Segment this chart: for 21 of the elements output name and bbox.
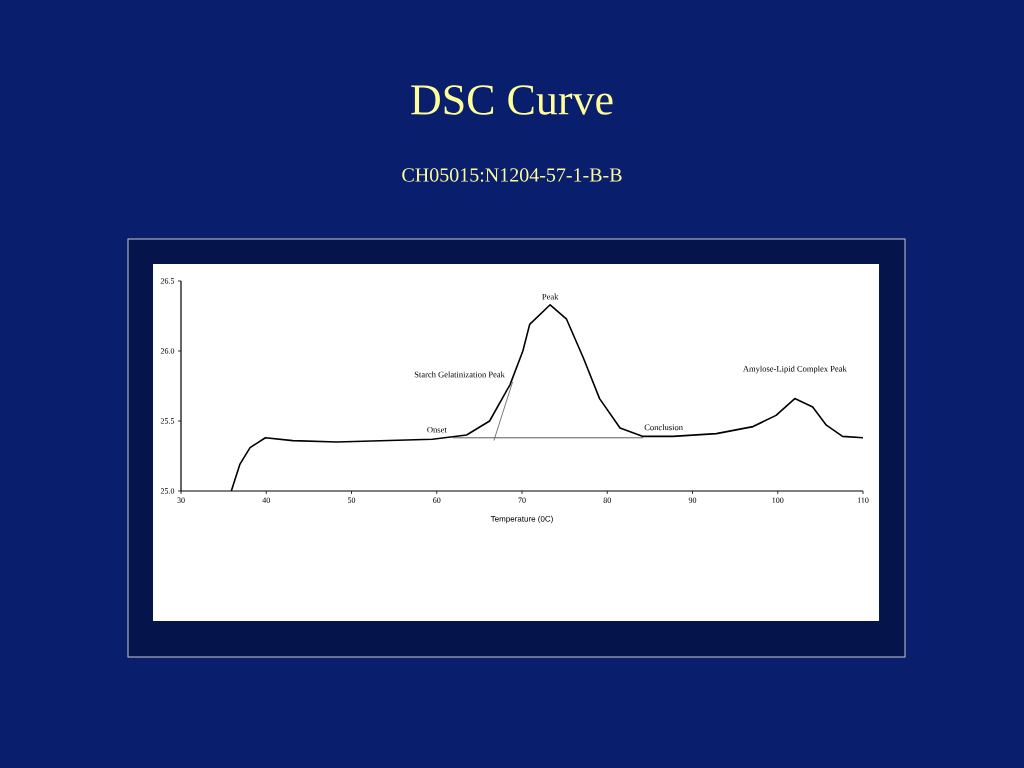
chart-title: DSC Curve: [411, 85, 613, 115]
annotation: Starch Gelatinization Peak: [414, 371, 505, 378]
x-tick-label: 90: [688, 497, 697, 503]
annotation: Onset: [427, 426, 447, 433]
annotation: Amylose-Lipid Complex Peak: [742, 365, 847, 374]
x-tick-label: 80: [603, 497, 611, 503]
y-tick-label: 26.0: [160, 348, 175, 354]
x-tick-label: 70: [518, 497, 526, 503]
x-axis-title: Temperature (0C): [490, 515, 553, 524]
x-tick-label: 40: [262, 497, 270, 503]
x-tick-label: 110: [857, 497, 869, 503]
y-tick-label: 25.5: [160, 418, 175, 424]
x-tick-label: 60: [433, 497, 441, 503]
y-tick-label: 26.5: [160, 278, 175, 284]
chart-subtitle: CH05015:N1204-57-1-B-B: [402, 168, 622, 182]
x-tick-label: 30: [177, 497, 185, 503]
x-tick-label: 50: [347, 497, 356, 503]
annotation: Peak: [542, 293, 559, 300]
x-tick-label: 100: [772, 497, 784, 503]
annotation: Conclusion: [644, 424, 683, 431]
y-tick-label: 25.0: [160, 488, 175, 494]
